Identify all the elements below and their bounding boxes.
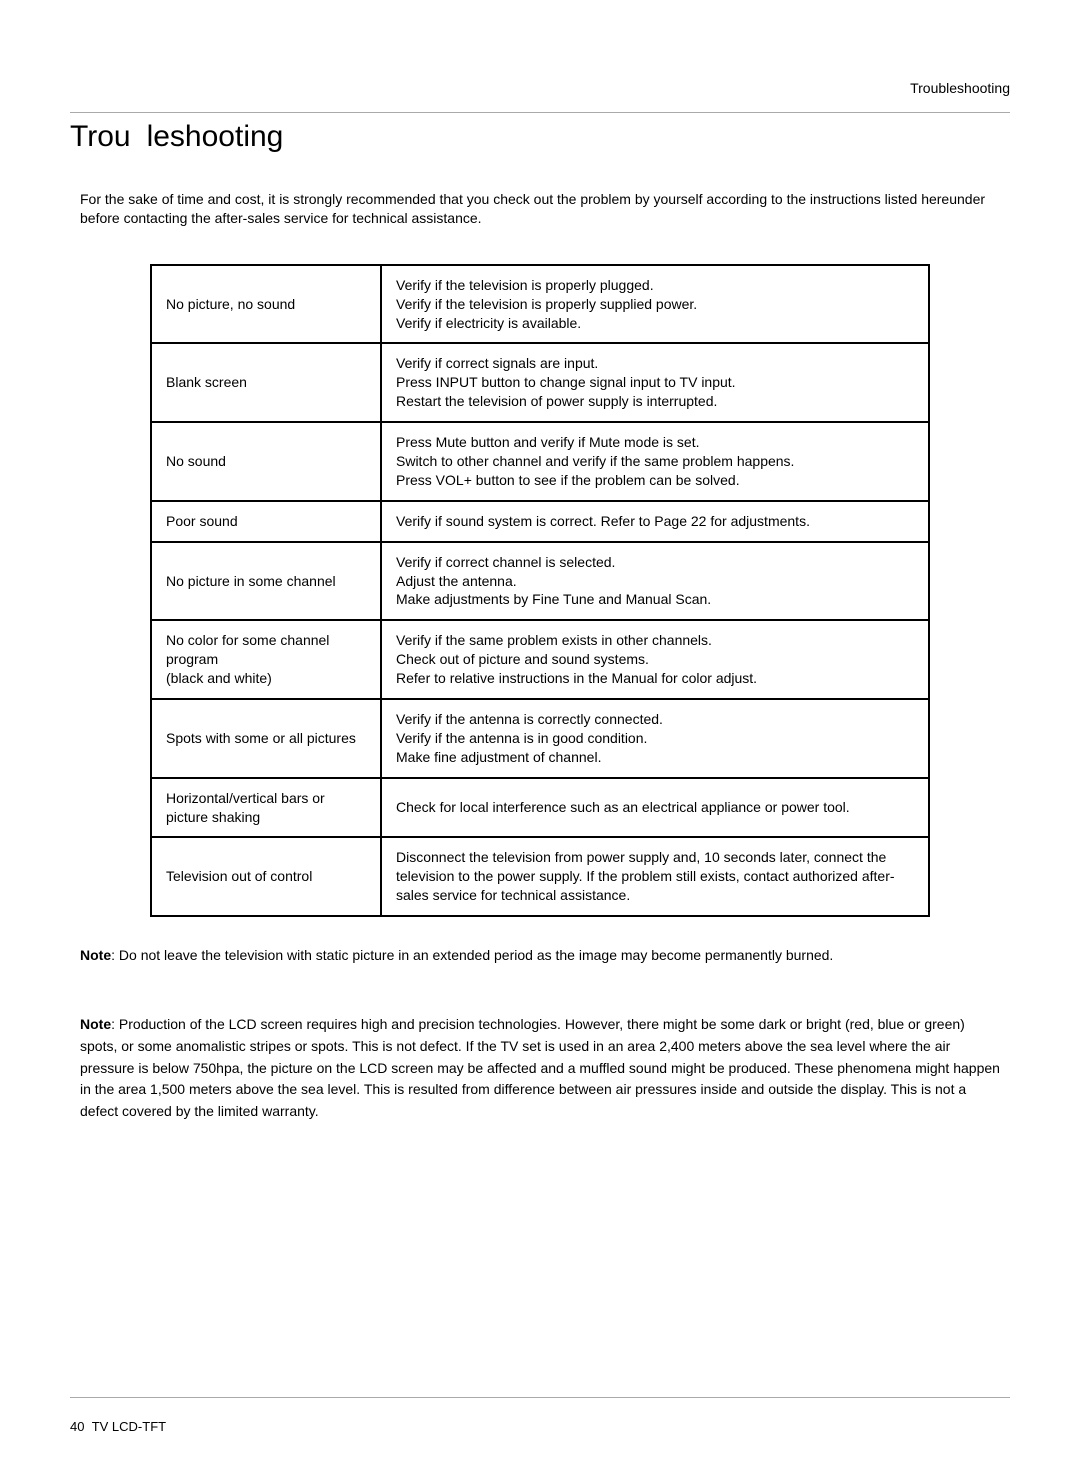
- issue-cell: Blank screen: [151, 343, 381, 422]
- table-row: Horizontal/vertical bars or picture shak…: [151, 778, 929, 838]
- solution-cell: Verify if correct channel is selected.Ad…: [381, 542, 929, 621]
- issue-cell: Television out of control: [151, 837, 381, 916]
- table-row: No picture, no soundVerify if the televi…: [151, 265, 929, 344]
- issue-cell: No picture in some channel: [151, 542, 381, 621]
- troubleshooting-table: No picture, no soundVerify if the televi…: [150, 264, 930, 917]
- note-2-label: Note: [80, 1016, 111, 1032]
- table-row: Spots with some or all picturesVerify if…: [151, 699, 929, 778]
- note-1: Note: Do not leave the television with s…: [80, 945, 1000, 966]
- solution-cell: Check for local interference such as an …: [381, 778, 929, 838]
- footer-doc: TV LCD-TFT: [92, 1419, 166, 1434]
- header-section: Troubleshooting: [910, 80, 1010, 96]
- issue-cell: No picture, no sound: [151, 265, 381, 344]
- table-row: No picture in some channelVerify if corr…: [151, 542, 929, 621]
- table-row: No color for some channel program(black …: [151, 620, 929, 699]
- solution-cell: Disconnect the television from power sup…: [381, 837, 929, 916]
- table-row: Poor soundVerify if sound system is corr…: [151, 501, 929, 542]
- title-part1: Trou: [70, 120, 131, 153]
- issue-cell: Horizontal/vertical bars or picture shak…: [151, 778, 381, 838]
- table-row: Television out of controlDisconnect the …: [151, 837, 929, 916]
- solution-cell: Verify if correct signals are input.Pres…: [381, 343, 929, 422]
- footer: 40 TV LCD-TFT: [70, 1419, 166, 1434]
- intro-text: For the sake of time and cost, it is str…: [80, 190, 1000, 228]
- page: Troubleshooting Trou leshooting For the s…: [0, 0, 1080, 1464]
- solution-cell: Verify if the same problem exists in oth…: [381, 620, 929, 699]
- note-1-label: Note: [80, 947, 111, 963]
- rule-bottom: [70, 1397, 1010, 1398]
- solution-cell: Verify if sound system is correct. Refer…: [381, 501, 929, 542]
- page-title: Trou leshooting: [70, 120, 1010, 154]
- issue-cell: No sound: [151, 422, 381, 501]
- note-2: Note: Production of the LCD screen requi…: [80, 1014, 1000, 1122]
- solution-cell: Press Mute button and verify if Mute mod…: [381, 422, 929, 501]
- rule-top: [70, 112, 1010, 113]
- issue-cell: No color for some channel program(black …: [151, 620, 381, 699]
- issue-cell: Poor sound: [151, 501, 381, 542]
- table-row: No soundPress Mute button and verify if …: [151, 422, 929, 501]
- table-row: Blank screenVerify if correct signals ar…: [151, 343, 929, 422]
- note-1-text: : Do not leave the television with stati…: [111, 947, 833, 963]
- note-2-text: : Production of the LCD screen requires …: [80, 1016, 1000, 1119]
- title-part2: leshooting: [147, 120, 284, 153]
- issue-cell: Spots with some or all pictures: [151, 699, 381, 778]
- solution-cell: Verify if the antenna is correctly conne…: [381, 699, 929, 778]
- footer-page: 40: [70, 1419, 84, 1434]
- solution-cell: Verify if the television is properly plu…: [381, 265, 929, 344]
